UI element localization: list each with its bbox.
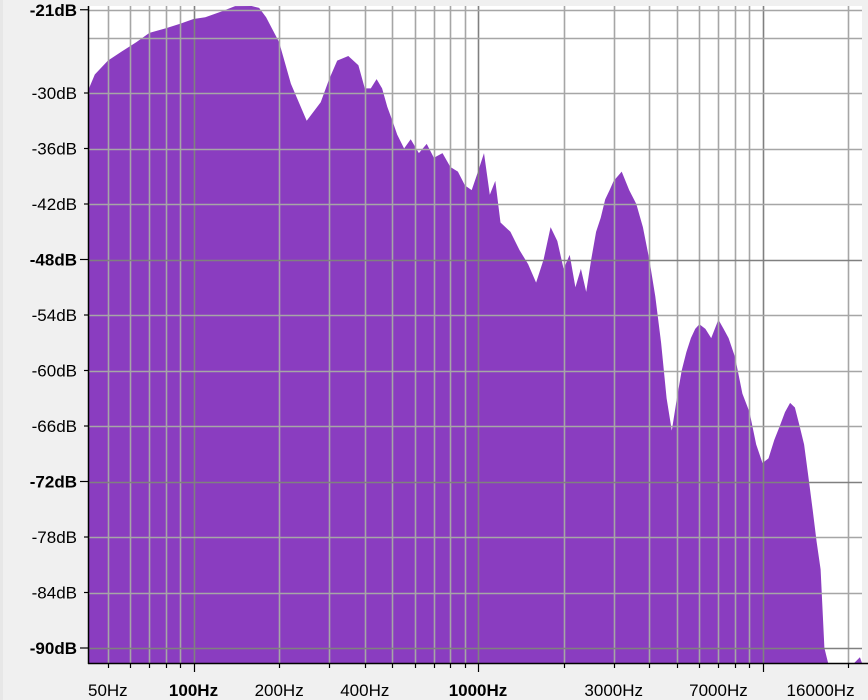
x-tick-label: 400Hz [340, 681, 389, 700]
spectrum-area-0 [89, 6, 862, 663]
x-tick-label: 1000Hz [449, 681, 508, 700]
y-tick-label: -48dB [30, 251, 77, 270]
x-axis-tick-labels: 50Hz 100Hz 200Hz 400Hz 1000Hz 3000Hz 7000Hz 160… [88, 681, 855, 700]
x-tick-label: 16000Hz [787, 681, 855, 700]
x-tick-label: 50Hz [88, 681, 128, 700]
y-tick-label: -66dB [32, 417, 77, 436]
y-tick-label: -30dB [32, 84, 77, 103]
axes [80, 6, 868, 672]
y-axis-tick-labels: -21dB -30dB -36dB -42dB -48dB -54dB -60dB -66dB… [30, 1, 77, 658]
y-tick-label: -60dB [32, 362, 77, 381]
y-tick-label: -42dB [32, 195, 77, 214]
x-tick-label: 200Hz [255, 681, 304, 700]
y-tick-label: -78dB [32, 528, 77, 547]
y-tick-label: -72dB [30, 473, 77, 492]
y-tick-label: -84dB [32, 584, 77, 603]
x-tick-label: 100Hz [169, 681, 218, 700]
spectrum-series [89, 6, 862, 663]
y-tick-label: -36dB [32, 140, 77, 159]
y-tick-label: -90dB [30, 639, 77, 658]
y-tick-label: -54dB [32, 306, 77, 325]
window-left-edge [0, 0, 3, 700]
y-tick-label: -21dB [30, 1, 77, 20]
x-tick-label: 3000Hz [584, 681, 643, 700]
grid-lines [89, 6, 862, 663]
x-tick-label: 7000Hz [689, 681, 748, 700]
